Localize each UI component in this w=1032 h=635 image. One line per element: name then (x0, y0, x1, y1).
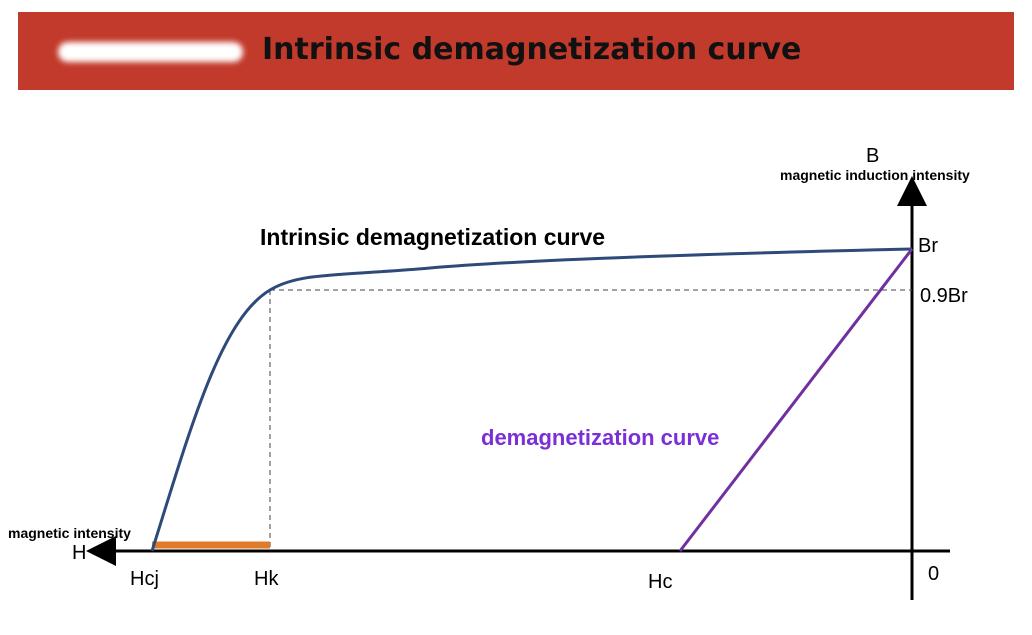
hk-label: Hk (254, 568, 279, 590)
h-label: H (72, 542, 86, 564)
intrinsic-curve (150, 247, 913, 552)
b-label: B (866, 145, 879, 167)
hcj-label: Hcj (130, 568, 159, 590)
h-description: magnetic intensity (8, 525, 131, 541)
demag-label: demagnetization curve (481, 425, 719, 450)
origin-label: 0 (928, 563, 939, 585)
header-title: Intrinsic demagnetization curve (262, 32, 802, 67)
intrinsic-label: Intrinsic demagnetization curve (260, 224, 605, 250)
redacted-logo (58, 42, 243, 62)
br-label: Br (918, 235, 938, 257)
header-banner: Intrinsic demagnetization curve (18, 12, 1014, 90)
br09-label: 0.9Br (920, 285, 968, 307)
demag-curve (678, 248, 914, 552)
hc-label: Hc (648, 571, 672, 593)
b-description: magnetic induction intensity (780, 167, 970, 183)
